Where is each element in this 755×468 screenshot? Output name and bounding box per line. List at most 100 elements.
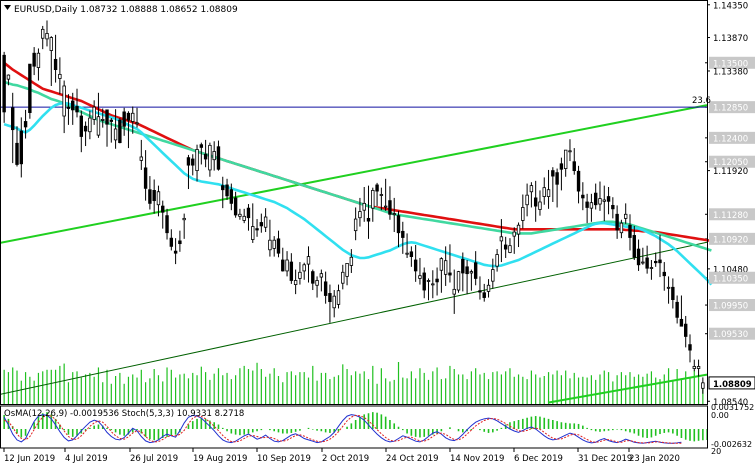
candle-body xyxy=(508,245,512,253)
candle-body xyxy=(336,290,341,305)
candle-body xyxy=(572,161,576,172)
price-level-box xyxy=(709,232,755,245)
candle-body xyxy=(195,149,199,172)
symbol-header: EURUSD,Daily 1.08732 1.08888 1.08652 1.0… xyxy=(14,5,238,15)
candle-body xyxy=(701,382,705,389)
header-triangle-icon xyxy=(4,5,11,10)
candle-body xyxy=(28,63,32,114)
stoch-main-line xyxy=(3,414,682,444)
candle-body xyxy=(688,344,692,351)
price-level-box xyxy=(709,327,755,340)
ema-cyan-line xyxy=(3,101,713,286)
candle-body xyxy=(353,218,358,232)
candle-body xyxy=(101,119,105,121)
candle-body xyxy=(298,271,302,279)
price-tick-label: 1.09530 xyxy=(713,330,748,340)
price-tick-label: 1.13380 xyxy=(713,67,748,77)
price-tick-label: 1.11280 xyxy=(713,211,748,221)
candle-body xyxy=(203,153,208,160)
current-price-label: 1.08809 xyxy=(713,380,752,390)
oscillator-tick-label: 0.0031752 xyxy=(711,403,754,412)
candle-body xyxy=(555,172,559,185)
candle-body xyxy=(538,201,542,210)
candles-layer xyxy=(2,20,705,394)
candle-body xyxy=(255,228,259,231)
date-tick-label: 10 Sep 2019 xyxy=(257,454,311,464)
candle-body xyxy=(482,292,486,298)
price-tick-label: 1.08540 xyxy=(713,398,748,408)
candle-body xyxy=(276,238,281,254)
candle-body xyxy=(23,121,28,128)
candle-body xyxy=(679,318,684,327)
candle-body xyxy=(122,111,126,127)
candle-body xyxy=(435,278,439,283)
candle-body xyxy=(383,205,388,208)
candle-body xyxy=(654,260,658,264)
price-level-box xyxy=(709,208,755,221)
candle-body xyxy=(439,258,444,271)
candle-body xyxy=(6,74,11,80)
candle-body xyxy=(375,184,379,192)
candle-body xyxy=(362,202,366,211)
candle-body xyxy=(92,106,96,120)
candle-body xyxy=(533,197,538,207)
date-tick-label: 2 Oct 2019 xyxy=(322,454,369,464)
candle-body xyxy=(186,157,191,166)
candle-body xyxy=(684,323,688,337)
candle-body xyxy=(602,199,606,202)
price-level-box xyxy=(709,131,755,144)
price-tick-label: 1.12050 xyxy=(713,158,748,168)
candle-body xyxy=(662,271,666,277)
candle-body xyxy=(83,125,88,132)
candle-body xyxy=(113,128,118,141)
candle-body xyxy=(238,213,242,217)
candle-body xyxy=(182,217,186,221)
date-tick-label: 24 Oct 2019 xyxy=(386,454,439,464)
candle-body xyxy=(525,194,529,206)
oscillator-header: OsMA(12,26,9) -0.0019536 Stoch(5,3,3) 10… xyxy=(4,409,244,419)
candle-body xyxy=(221,185,225,191)
volume-layer xyxy=(3,362,704,404)
candle-body xyxy=(139,156,144,161)
candle-body xyxy=(143,167,148,189)
candle-body xyxy=(53,58,58,71)
candle-body xyxy=(246,207,251,219)
trend-line-channel xyxy=(0,241,708,395)
candle-body xyxy=(499,236,504,242)
candle-body xyxy=(36,52,41,68)
candle-body xyxy=(96,116,101,136)
candle-body xyxy=(49,37,53,51)
candle-body xyxy=(516,224,521,235)
date-tick-label: 6 Dec 2019 xyxy=(514,454,563,464)
candle-body xyxy=(641,261,645,264)
candle-body xyxy=(658,259,662,264)
candle-body xyxy=(696,366,701,369)
oscillator-layer xyxy=(3,412,708,444)
candle-body xyxy=(486,284,491,292)
oscillator-tick-label: -0.002632 xyxy=(711,440,752,449)
candle-body xyxy=(606,196,611,202)
price-level-box xyxy=(709,155,755,168)
date-tick-label: 14 Nov 2019 xyxy=(450,454,504,464)
candle-body xyxy=(216,146,221,170)
price-tick-label: 1.10350 xyxy=(713,274,748,284)
candle-body xyxy=(585,201,589,208)
candle-body xyxy=(191,158,195,166)
candle-body xyxy=(692,366,696,369)
candle-body xyxy=(576,170,581,192)
price-level-box xyxy=(709,101,755,114)
candle-body xyxy=(473,262,478,279)
candle-body xyxy=(623,213,628,219)
candle-body xyxy=(645,257,649,269)
candle-body xyxy=(319,273,324,278)
price-tick-label: 1.10920 xyxy=(713,235,748,245)
candle-body xyxy=(332,295,336,309)
candle-body xyxy=(135,122,139,125)
candle-body xyxy=(521,207,525,221)
candle-body xyxy=(225,184,229,197)
fib-level-label: 23.6 xyxy=(692,96,711,106)
candle-body xyxy=(152,189,156,202)
candle-body xyxy=(131,112,135,122)
